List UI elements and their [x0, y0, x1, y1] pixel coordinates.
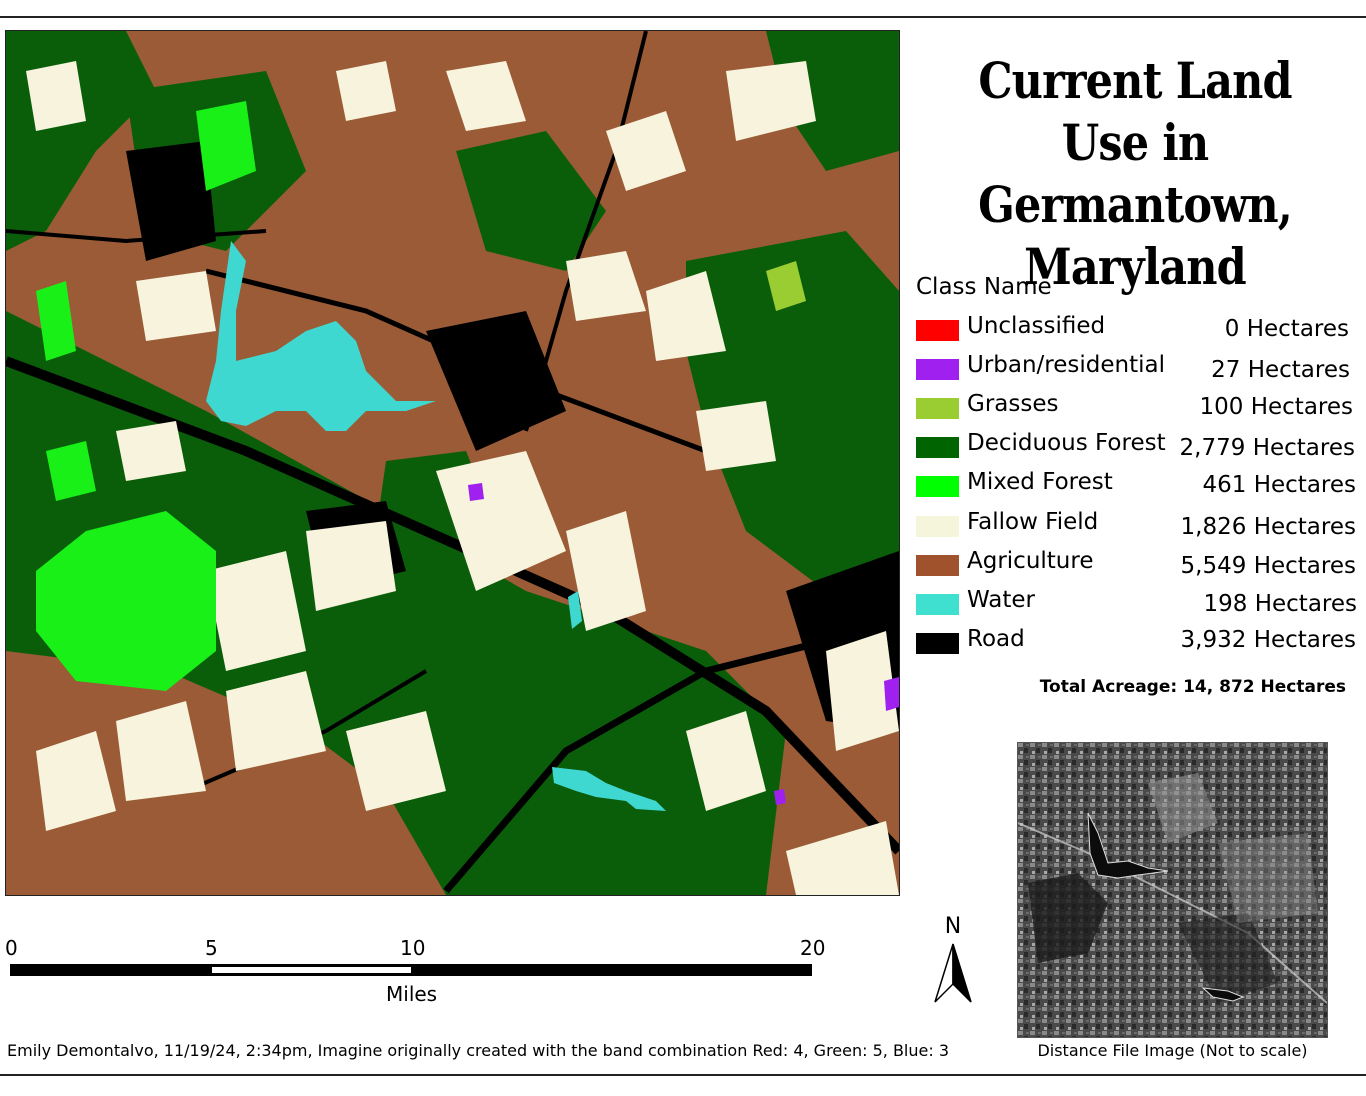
inset-caption: Distance File Image (Not to scale) [1037, 1041, 1308, 1060]
scale-bar [10, 964, 812, 976]
legend-value: 198 Hectares [1203, 591, 1358, 617]
legend-swatch [916, 516, 959, 537]
legend-swatch [916, 359, 959, 380]
north-label: N [944, 914, 962, 939]
distance-file-inset [1017, 742, 1328, 1038]
legend-value: 3,932 Hectares [1180, 627, 1356, 653]
legend-label: Deciduous Forest [967, 430, 1166, 456]
legend-label: Road [967, 626, 1025, 652]
legend-item-fallow-field: Fallow Field 1,826 Hectares [916, 509, 1361, 541]
legend-value: 1,826 Hectares [1180, 514, 1356, 540]
legend-item-deciduous-forest: Deciduous Forest 2,779 Hectares [916, 430, 1361, 462]
legend-label: Grasses [967, 391, 1059, 417]
legend-label: Unclassified [967, 313, 1106, 339]
mixed-forest-areas [36, 101, 256, 691]
legend-item-grasses: Grasses 100 Hectares [916, 391, 1361, 423]
inset-image [1018, 743, 1327, 1037]
legend-value: 5,549 Hectares [1180, 553, 1356, 579]
legend-value: 2,779 Hectares [1179, 435, 1355, 461]
urban-residential-areas [468, 483, 899, 805]
scale-tick-0: 0 [5, 936, 18, 960]
legend-item-agriculture: Agriculture 5,549 Hectares [916, 548, 1361, 580]
water-bodies [206, 241, 666, 811]
scale-unit: Miles [386, 982, 438, 1006]
fallow-field-areas [26, 61, 899, 895]
north-arrow-icon [934, 943, 972, 1003]
legend-label: Urban/residential [967, 352, 1166, 378]
land-use-raster [6, 31, 899, 895]
grasses-areas [766, 261, 806, 311]
legend-item-mixed-forest: Mixed Forest 461 Hectares [916, 469, 1361, 501]
legend-value: 27 Hectares [1211, 357, 1350, 383]
map-title: Current Land Use in Germantown, Maryland [978, 51, 1293, 296]
legend-label: Agriculture [967, 548, 1094, 574]
legend-item-urban-residential: Urban/residential 27 Hectares [916, 352, 1361, 384]
author-credit: Emily Demontalvo, 11/19/24, 2:34pm, Imag… [7, 1041, 950, 1060]
legend-swatch [916, 633, 959, 654]
legend-swatch [916, 476, 959, 497]
legend-value: 0 Hectares [1224, 316, 1349, 342]
legend-swatch [916, 555, 959, 576]
legend-value: 461 Hectares [1202, 472, 1357, 498]
legend-heading: Class Name [916, 274, 1052, 300]
legend-value: 100 Hectares [1199, 394, 1354, 420]
legend-swatch [916, 320, 959, 341]
total-acreage: Total Acreage: 14, 872 Hectares [1039, 677, 1346, 697]
scale-bar-white-segment [212, 967, 411, 973]
legend-label: Fallow Field [967, 509, 1099, 535]
land-use-map [5, 30, 900, 896]
bottom-border [0, 1074, 1366, 1076]
legend-swatch [916, 594, 959, 615]
legend-item-road: Road 3,932 Hectares [916, 626, 1361, 658]
legend-item-water: Water 198 Hectares [916, 587, 1361, 619]
legend-label: Mixed Forest [967, 469, 1113, 495]
scale-tick-20: 20 [800, 936, 826, 960]
scale-tick-5: 5 [205, 936, 218, 960]
legend-swatch [916, 398, 959, 419]
north-arrow: N [928, 914, 978, 1009]
legend-label: Water [967, 587, 1035, 613]
scale-tick-10: 10 [400, 936, 426, 960]
top-border [0, 16, 1366, 18]
legend-item-unclassified: Unclassified 0 Hectares [916, 313, 1361, 345]
legend-swatch [916, 437, 959, 458]
